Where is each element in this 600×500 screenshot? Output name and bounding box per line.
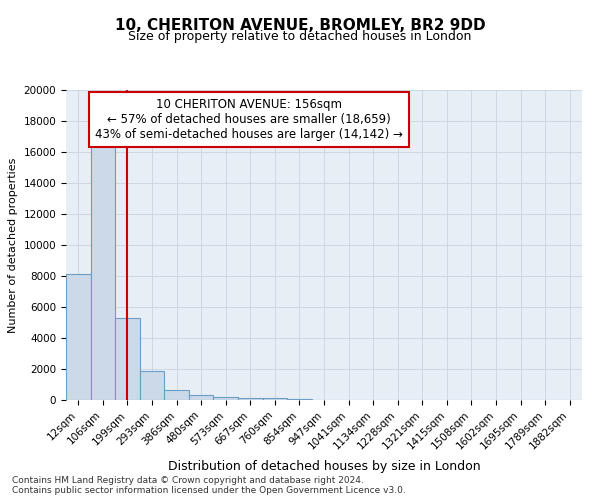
Y-axis label: Number of detached properties: Number of detached properties	[8, 158, 18, 332]
X-axis label: Distribution of detached houses by size in London: Distribution of detached houses by size …	[167, 460, 481, 472]
Text: 10, CHERITON AVENUE, BROMLEY, BR2 9DD: 10, CHERITON AVENUE, BROMLEY, BR2 9DD	[115, 18, 485, 32]
Text: Size of property relative to detached houses in London: Size of property relative to detached ho…	[128, 30, 472, 43]
Bar	[287, 399, 312, 400]
Bar	[263, 398, 287, 400]
Text: Contains HM Land Registry data © Crown copyright and database right 2024.
Contai: Contains HM Land Registry data © Crown c…	[12, 476, 406, 495]
Bar	[214, 397, 238, 400]
Bar	[66, 274, 91, 400]
Bar	[189, 394, 214, 400]
Bar	[91, 144, 115, 400]
Bar	[238, 398, 263, 400]
Bar	[140, 371, 164, 400]
Bar	[164, 390, 189, 400]
Bar	[115, 318, 140, 400]
Text: 10 CHERITON AVENUE: 156sqm
← 57% of detached houses are smaller (18,659)
43% of : 10 CHERITON AVENUE: 156sqm ← 57% of deta…	[95, 98, 403, 140]
